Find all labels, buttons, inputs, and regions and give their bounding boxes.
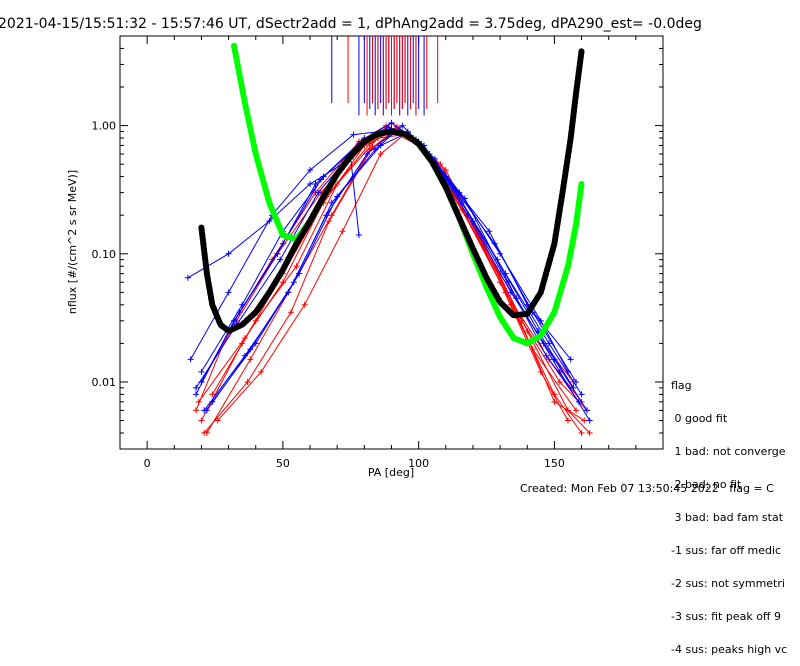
data-point-marker: [524, 327, 531, 334]
x-tick-label: 50: [276, 457, 290, 470]
x-tick-label: 150: [544, 457, 565, 470]
flag-legend-entry: -4 sus: peaks high vc: [671, 643, 788, 656]
data-point-marker: [575, 398, 582, 405]
data-point-marker: [307, 181, 314, 188]
flag-legend-entry: -2 sus: not symmetri: [671, 577, 785, 590]
data-point-marker: [258, 368, 265, 375]
data-point-marker: [307, 167, 314, 174]
data-point-marker: [450, 186, 457, 193]
flag-legend-entry: -1 sus: far off medic: [671, 544, 782, 557]
data-point-marker: [586, 429, 593, 436]
data-point-marker: [288, 309, 295, 316]
data-point-marker: [312, 181, 319, 188]
data-point-marker: [277, 256, 284, 263]
data-point-marker: [241, 352, 248, 359]
x-tick-label: 0: [144, 457, 151, 470]
data-point-marker: [570, 384, 577, 391]
data-point-marker: [537, 317, 544, 324]
data-point-marker: [279, 279, 286, 286]
data-point-marker: [442, 167, 449, 174]
data-point-marker: [193, 407, 200, 414]
data-point-marker: [586, 417, 593, 424]
data-point-marker: [399, 122, 406, 129]
data-point-marker: [505, 279, 512, 286]
data-point-marker: [323, 212, 330, 219]
data-point-marker: [545, 340, 552, 347]
data-point-marker: [225, 289, 232, 296]
flag-legend-entry: 1 bad: not converge: [671, 445, 786, 458]
tick-labels: 0 50 100 150 0.01 0.10 1.00: [92, 120, 565, 470]
data-point-marker: [567, 356, 574, 363]
data-point-marker: [266, 218, 273, 225]
data-point-marker: [198, 368, 205, 375]
data-point-marker: [461, 195, 468, 202]
data-point-marker: [184, 274, 191, 281]
data-point-marker: [225, 250, 232, 257]
flag-legend-entry: -3 sus: fit peak off 9: [671, 610, 781, 623]
profile-line: [198, 126, 574, 403]
data-point-marker: [193, 391, 200, 398]
chart-title: 2021-04-15/15:51:32 - 15:57:46 UT, dSect…: [0, 16, 702, 32]
data-point-marker: [583, 407, 590, 414]
data-point-marker: [556, 378, 563, 385]
data-point-marker: [377, 142, 384, 149]
data-point-marker: [301, 301, 308, 308]
data-point-marker: [247, 356, 254, 363]
x-tick-label: 100: [408, 457, 429, 470]
y-tick-label: 1.00: [92, 120, 117, 133]
fit-curve: [198, 48, 585, 335]
flag-legend-heading: flag: [671, 379, 692, 392]
data-point-marker: [564, 417, 571, 424]
data-point-marker: [364, 151, 371, 158]
y-axis-label: nflux [#/(cm^2 s sr MeV)]: [66, 170, 79, 314]
data-point-marker: [581, 417, 588, 424]
plot-area: 0 50 100 150 0.01 0.10 1.00 PA [deg] nflux [#/…: [66, 35, 664, 479]
data-point-marker: [285, 289, 292, 296]
flag-legend: flag 0 good fit 1 bad: not converge 2 ba…: [671, 358, 787, 666]
flag-legend-entry: 2 bad: no fit: [671, 478, 742, 491]
data-point-marker: [339, 228, 346, 235]
chart-canvas: 0 50 100 150 0.01 0.10 1.00 PA [deg] nflux [#/…: [66, 35, 664, 479]
data-point-marker: [201, 407, 208, 414]
data-point-marker: [279, 240, 286, 247]
data-point-marker: [187, 356, 194, 363]
flag-legend-entry: 0 good fit: [671, 412, 728, 425]
data-layer: [184, 36, 593, 436]
data-point-marker: [293, 263, 300, 270]
x-axis-label: PA [deg]: [368, 466, 414, 479]
created-footer: Created: Mon Feb 07 13:50:45 2022 flag =…: [520, 482, 774, 495]
data-point-marker: [201, 429, 208, 436]
profile-line: [190, 130, 572, 360]
data-point-marker: [573, 407, 580, 414]
data-point-marker: [578, 391, 585, 398]
data-point-marker: [209, 391, 216, 398]
data-point-marker: [195, 398, 202, 405]
data-point-marker: [377, 151, 384, 158]
data-point-marker: [388, 119, 395, 126]
data-point-marker: [214, 417, 221, 424]
data-point-marker: [551, 391, 558, 398]
profile-line: [187, 158, 360, 279]
data-point-marker: [578, 429, 585, 436]
data-point-marker: [551, 398, 558, 405]
data-point-marker: [543, 352, 550, 359]
data-point-marker: [326, 218, 333, 225]
flag-legend-entry: 3 bad: bad fam stat: [671, 511, 784, 524]
data-point-marker: [198, 417, 205, 424]
y-tick-label: 0.01: [92, 376, 117, 389]
profile-line: [195, 125, 577, 411]
y-tick-label: 0.10: [92, 248, 117, 261]
data-point-marker: [244, 378, 251, 385]
profile-line: [195, 126, 574, 389]
profile-line: [211, 134, 588, 411]
data-point-marker: [350, 131, 357, 138]
data-point-marker: [355, 232, 362, 239]
data-point-marker: [315, 189, 322, 196]
data-point-marker: [486, 228, 493, 235]
data-point-marker: [241, 335, 248, 342]
data-point-marker: [193, 384, 200, 391]
data-point-marker: [236, 309, 243, 316]
